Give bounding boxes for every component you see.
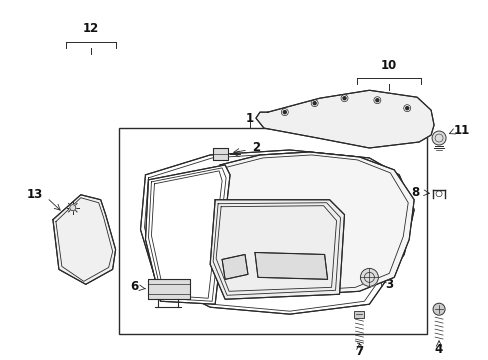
Polygon shape bbox=[53, 195, 115, 284]
Circle shape bbox=[70, 205, 76, 211]
Polygon shape bbox=[145, 165, 229, 304]
Circle shape bbox=[360, 269, 378, 286]
Circle shape bbox=[342, 97, 346, 100]
Polygon shape bbox=[213, 148, 227, 160]
Circle shape bbox=[312, 102, 316, 105]
Polygon shape bbox=[218, 152, 413, 294]
Text: 8: 8 bbox=[410, 186, 418, 199]
Text: 7: 7 bbox=[355, 345, 363, 357]
Circle shape bbox=[431, 131, 445, 145]
Polygon shape bbox=[210, 200, 344, 299]
Polygon shape bbox=[254, 252, 327, 279]
Text: 13: 13 bbox=[27, 188, 43, 201]
Bar bbox=[354, 311, 364, 318]
Text: 1: 1 bbox=[245, 112, 254, 125]
Polygon shape bbox=[255, 90, 433, 148]
Text: 9: 9 bbox=[257, 265, 265, 278]
Text: 6: 6 bbox=[130, 280, 138, 293]
Circle shape bbox=[405, 107, 408, 110]
Text: 10: 10 bbox=[381, 59, 397, 72]
Bar bbox=[119, 128, 426, 334]
Text: 5: 5 bbox=[319, 158, 327, 171]
Text: 2: 2 bbox=[251, 141, 260, 154]
Text: 3: 3 bbox=[385, 278, 393, 291]
Circle shape bbox=[283, 111, 285, 114]
Text: 4: 4 bbox=[434, 342, 442, 356]
Polygon shape bbox=[148, 279, 190, 299]
Text: 11: 11 bbox=[453, 123, 469, 136]
Polygon shape bbox=[222, 255, 247, 279]
Polygon shape bbox=[140, 150, 413, 314]
Text: 12: 12 bbox=[82, 22, 99, 35]
Circle shape bbox=[432, 303, 444, 315]
Circle shape bbox=[375, 99, 378, 102]
